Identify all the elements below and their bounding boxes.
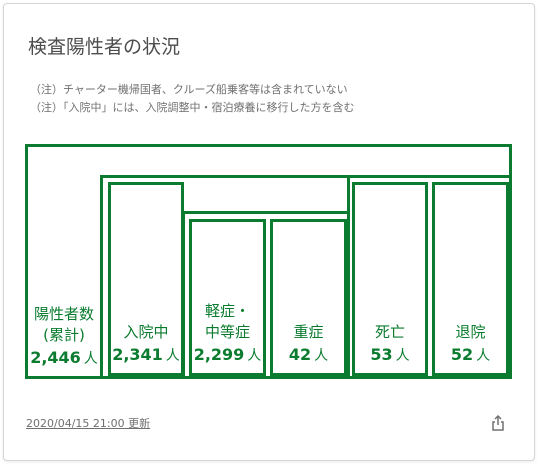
- positive-total-unit: 人: [83, 351, 98, 367]
- severe-value: 42: [288, 345, 312, 364]
- card-title: 検査陽性者の状況: [28, 36, 181, 58]
- hospitalized-unit: 人: [165, 348, 180, 364]
- discharged-label: 退院: [455, 323, 486, 341]
- share-icon[interactable]: [489, 414, 507, 432]
- box-mild-moderate: 軽症・ 中等症 2,299 人: [189, 219, 266, 376]
- severe-label: 重症: [293, 323, 324, 341]
- deceased-label: 死亡: [374, 323, 405, 341]
- box-deceased: 死亡 53 人: [352, 182, 428, 376]
- note-hospitalized: （注）「入院中」には、入院調整中・宿泊療養に移行した方を含む: [30, 101, 355, 114]
- severe-unit: 人: [314, 348, 329, 364]
- updated-timestamp-link[interactable]: 2020/04/15 21:00 更新: [26, 417, 151, 430]
- box-hospitalized: 入院中 2,341 人: [108, 182, 184, 376]
- deceased-unit: 人: [395, 348, 410, 364]
- deceased-value: 53: [370, 345, 393, 364]
- discharged-value: 52: [450, 345, 474, 364]
- mild-moderate-unit: 人: [247, 348, 262, 364]
- note-charter: （注）チャーター機帰国者、クルーズ船乗客等は含まれていない: [30, 83, 348, 96]
- box-severe: 重症 42 人: [270, 219, 347, 376]
- hospitalized-label: 入院中: [123, 323, 169, 341]
- mild-moderate-value: 2,299: [193, 345, 245, 364]
- box-positive-total: 陽性者数 (累計) 2,446 人: [28, 180, 100, 376]
- positive-total-label: 陽性者数 (累計): [33, 305, 94, 344]
- mild-moderate-label: 軽症・ 中等症: [204, 302, 250, 341]
- hospitalized-value: 2,341: [112, 345, 163, 364]
- box-discharged: 退院 52 人: [432, 182, 509, 376]
- positive-total-value: 2,446: [30, 348, 81, 367]
- discharged-unit: 人: [476, 348, 491, 364]
